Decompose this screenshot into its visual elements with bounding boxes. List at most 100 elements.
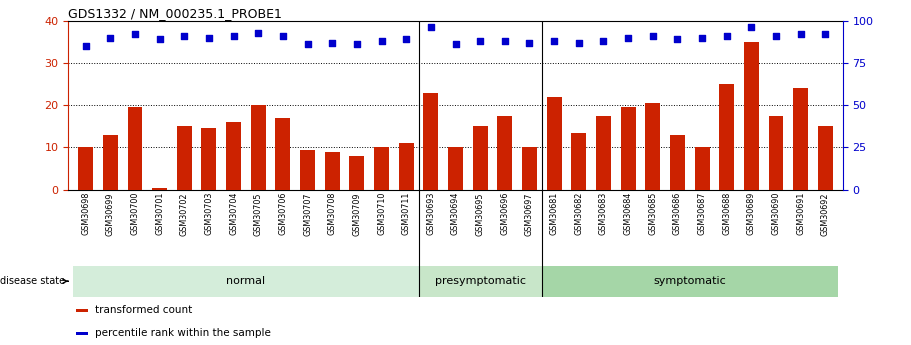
Point	[152, 37, 167, 42]
Text: GSM30691: GSM30691	[796, 192, 805, 235]
Point	[128, 31, 142, 37]
Point	[301, 42, 315, 47]
Text: GSM30702: GSM30702	[179, 192, 189, 236]
Point	[744, 25, 759, 30]
Text: GSM30694: GSM30694	[451, 192, 460, 235]
Text: GSM30689: GSM30689	[747, 192, 756, 235]
Point	[547, 38, 561, 44]
Point	[399, 37, 414, 42]
Bar	[645, 103, 660, 190]
Point	[818, 31, 833, 37]
Text: GSM30690: GSM30690	[772, 192, 781, 235]
Bar	[571, 133, 586, 190]
Point	[226, 33, 241, 39]
Bar	[473, 126, 487, 190]
Point	[646, 33, 660, 39]
Bar	[300, 150, 315, 190]
Bar	[78, 148, 93, 190]
Bar	[374, 148, 389, 190]
Bar	[103, 135, 118, 190]
Bar	[424, 92, 438, 190]
Bar	[251, 105, 266, 190]
Text: GSM30685: GSM30685	[649, 192, 658, 235]
Bar	[670, 135, 685, 190]
Text: GSM30708: GSM30708	[328, 192, 337, 235]
Text: symptomatic: symptomatic	[653, 276, 726, 286]
Point	[448, 42, 463, 47]
Point	[473, 38, 487, 44]
Bar	[77, 309, 87, 312]
Bar	[793, 88, 808, 190]
Point	[325, 40, 340, 46]
Bar	[547, 97, 561, 190]
Bar	[73, 266, 418, 297]
Point	[497, 38, 512, 44]
Text: GSM30686: GSM30686	[673, 192, 682, 235]
Text: GSM30705: GSM30705	[253, 192, 262, 236]
Text: GSM30706: GSM30706	[279, 192, 287, 235]
Point	[201, 35, 216, 40]
Bar	[744, 42, 759, 190]
Text: presymptomatic: presymptomatic	[435, 276, 526, 286]
Text: transformed count: transformed count	[96, 305, 193, 315]
Bar	[818, 126, 833, 190]
Text: GSM30681: GSM30681	[549, 192, 558, 235]
Point	[103, 35, 118, 40]
Text: GDS1332 / NM_000235.1_PROBE1: GDS1332 / NM_000235.1_PROBE1	[68, 7, 282, 20]
Text: GSM30697: GSM30697	[525, 192, 534, 236]
Point	[620, 35, 635, 40]
Bar	[596, 116, 611, 190]
Bar	[695, 148, 710, 190]
Bar	[350, 156, 364, 190]
Text: GSM30711: GSM30711	[402, 192, 411, 235]
Point	[769, 33, 783, 39]
Bar	[418, 266, 542, 297]
Point	[78, 43, 93, 49]
Bar	[201, 128, 216, 190]
Text: GSM30709: GSM30709	[353, 192, 362, 236]
Point	[177, 33, 191, 39]
Point	[350, 42, 364, 47]
Point	[571, 40, 586, 46]
Text: GSM30704: GSM30704	[229, 192, 238, 235]
Text: normal: normal	[226, 276, 265, 286]
Point	[251, 30, 265, 35]
Text: GSM30692: GSM30692	[821, 192, 830, 236]
Text: GSM30701: GSM30701	[155, 192, 164, 235]
Point	[424, 25, 438, 30]
Bar	[399, 143, 414, 190]
Text: percentile rank within the sample: percentile rank within the sample	[96, 328, 271, 338]
Text: GSM30682: GSM30682	[574, 192, 583, 235]
Bar	[128, 107, 142, 190]
Bar	[448, 148, 463, 190]
Bar	[275, 118, 291, 190]
Bar	[226, 122, 241, 190]
Text: GSM30707: GSM30707	[303, 192, 312, 236]
Bar	[720, 84, 734, 190]
Bar	[497, 116, 512, 190]
Text: GSM30703: GSM30703	[204, 192, 213, 235]
Bar	[177, 126, 191, 190]
Point	[522, 40, 537, 46]
Text: GSM30684: GSM30684	[624, 192, 632, 235]
Text: disease state: disease state	[0, 276, 68, 286]
Point	[374, 38, 389, 44]
Point	[695, 35, 710, 40]
Text: GSM30683: GSM30683	[599, 192, 608, 235]
Bar	[77, 332, 87, 335]
Point	[793, 31, 808, 37]
Point	[720, 33, 734, 39]
Bar	[620, 107, 636, 190]
Text: GSM30693: GSM30693	[426, 192, 435, 235]
Bar	[522, 148, 537, 190]
Bar	[769, 116, 783, 190]
Text: GSM30699: GSM30699	[106, 192, 115, 236]
Text: GSM30687: GSM30687	[698, 192, 707, 235]
Text: GSM30695: GSM30695	[476, 192, 485, 236]
Text: GSM30696: GSM30696	[500, 192, 509, 235]
Bar	[542, 266, 838, 297]
Bar	[152, 188, 167, 190]
Point	[670, 37, 685, 42]
Text: GSM30700: GSM30700	[130, 192, 139, 235]
Text: GSM30710: GSM30710	[377, 192, 386, 235]
